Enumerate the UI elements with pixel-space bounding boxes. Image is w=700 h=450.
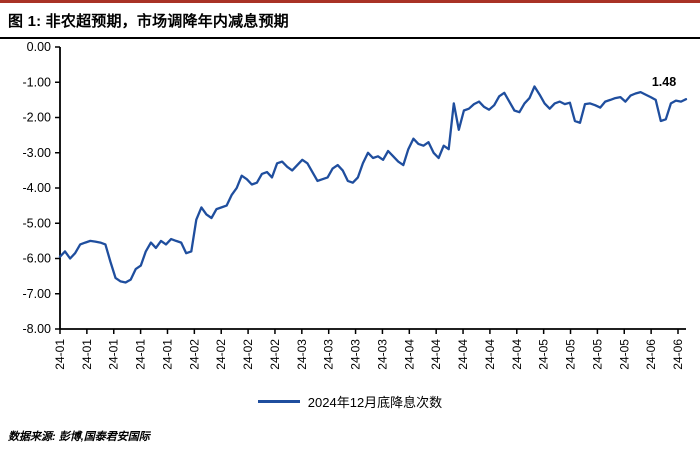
- x-tick-label: 24-01: [53, 339, 67, 370]
- x-tick-label: 24-01: [134, 339, 148, 370]
- x-tick-label: 24-05: [537, 339, 551, 370]
- title-divider: [0, 37, 700, 39]
- y-tick-label: 0.00: [27, 40, 51, 54]
- x-tick-label: 24-03: [375, 339, 389, 370]
- chart-area: 0.00 -1.00 -2.00 -3.00 -4.00 -5.00 -6.00 -7.00 -…: [0, 39, 700, 391]
- series-line: [58, 85, 688, 284]
- x-tick-label: 24-02: [214, 339, 228, 370]
- y-tick-label: -7.00: [23, 287, 52, 301]
- x-tick-label: 24-06: [644, 339, 658, 370]
- chart-legend: 2024年12月底降息次数: [0, 391, 700, 411]
- x-tick-label: 24-01: [160, 339, 174, 370]
- x-tick-label: 24-05: [617, 339, 631, 370]
- x-tick-label: 24-04: [429, 339, 443, 370]
- y-tick-label: -4.00: [23, 181, 52, 195]
- x-tick-label: 24-06: [671, 339, 685, 370]
- x-tick-label: 24-05: [590, 339, 604, 370]
- top-accent-rule: [0, 0, 700, 3]
- x-tick-label: 24-05: [564, 339, 578, 370]
- line-chart: 0.00 -1.00 -2.00 -3.00 -4.00 -5.00 -6.00 -7.00 -…: [23, 40, 688, 370]
- x-tick-label: 24-03: [349, 339, 363, 370]
- x-tick-label: 24-03: [295, 339, 309, 370]
- x-tick-label: 24-04: [456, 339, 470, 370]
- x-tick-label: 24-01: [107, 339, 121, 370]
- legend-line-swatch: [257, 399, 300, 403]
- y-tick-label: -8.00: [23, 322, 52, 336]
- x-tick-label: 24-02: [268, 339, 282, 370]
- y-tick-label: -6.00: [23, 252, 52, 266]
- y-tick-label: -3.00: [23, 146, 52, 160]
- legend-label: 2024年12月底降息次数: [307, 394, 443, 410]
- y-tick-label: -1.00: [23, 75, 52, 89]
- x-tick-label: 24-01: [80, 339, 94, 370]
- x-tick-label: 24-02: [187, 339, 201, 370]
- data-source-note: 数据来源: 彭博,国泰君安国际: [8, 431, 150, 443]
- x-tick-label: 24-04: [402, 339, 416, 370]
- x-tick-label: 24-03: [322, 339, 336, 370]
- x-tick-label: 24-04: [510, 339, 524, 370]
- x-tick-label: 24-02: [241, 339, 255, 370]
- y-tick-label: -2.00: [23, 111, 52, 125]
- y-tick-label: -5.00: [23, 216, 52, 230]
- x-tick-label: 24-04: [483, 339, 497, 370]
- chart-title: 图 1: 非农超预期，市场调降年内减息预期: [8, 13, 289, 30]
- last-value-annotation: 1.48: [652, 75, 676, 89]
